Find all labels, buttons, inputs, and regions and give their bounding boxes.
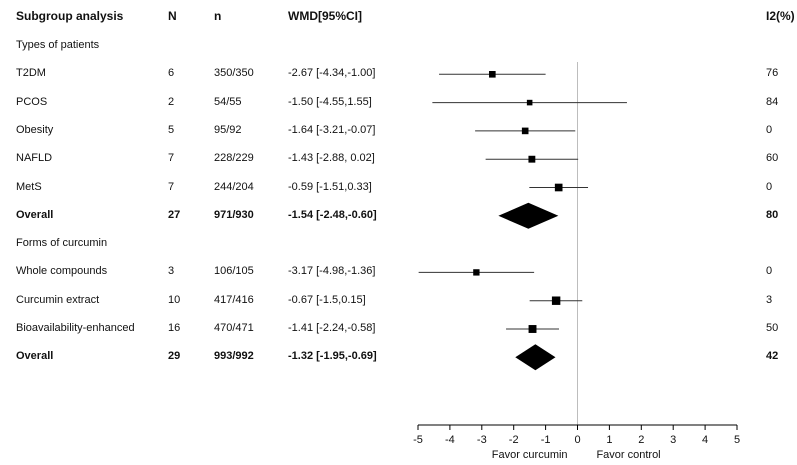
row-N: 10 — [168, 293, 181, 306]
point-estimate — [554, 183, 563, 192]
header-wmd: WMD[95%CI] — [288, 9, 362, 23]
row-label: Obesity — [16, 123, 54, 136]
row-label: Whole compounds — [16, 265, 108, 278]
favor-right-label: Favor control — [596, 449, 660, 461]
row-n: 95/92 — [214, 123, 242, 136]
header-n: n — [214, 9, 222, 23]
row-ci: -1.64 [-3.21,-0.07] — [288, 123, 376, 136]
row-n: 470/471 — [214, 322, 254, 334]
x-tick-label: 4 — [702, 434, 708, 446]
row-label: Curcumin extract — [16, 293, 100, 306]
x-tick-label: -4 — [445, 434, 455, 446]
point-estimate — [526, 99, 533, 106]
row-i2: 0 — [766, 180, 773, 193]
header-i2: I2(%) — [766, 9, 795, 23]
row-ci: -1.50 [-4.55,1.55] — [288, 95, 372, 108]
row-i2: 42 — [766, 350, 779, 363]
point-estimate — [551, 296, 561, 305]
row-N: 27 — [168, 208, 181, 221]
row-i2: 50 — [766, 322, 779, 334]
row-n: 993/992 — [214, 350, 254, 363]
row-i2: 60 — [766, 152, 779, 165]
row-n: 417/416 — [214, 293, 254, 306]
row-i2: 84 — [766, 95, 779, 108]
row-N: 2 — [168, 95, 175, 108]
row-ci: -0.59 [-1.51,0.33] — [288, 180, 372, 193]
row-n: 228/229 — [214, 152, 254, 165]
row-ci: -1.43 [-2.88, 0.02] — [288, 152, 375, 165]
x-tick-label: -1 — [541, 434, 551, 446]
row-label: T2DM — [16, 67, 46, 80]
row-n: 350/350 — [214, 67, 254, 80]
x-tick-label: -3 — [477, 434, 487, 446]
x-tick-label: 5 — [734, 434, 740, 446]
point-estimate — [473, 269, 480, 276]
point-estimate — [528, 155, 536, 163]
row-i2: 0 — [766, 123, 773, 136]
row-i2: 0 — [766, 265, 773, 278]
row-label: NAFLD — [16, 152, 53, 165]
row-i2: 3 — [766, 293, 773, 306]
row-i2: 80 — [766, 208, 779, 221]
row-ci: -1.54 [-2.48,-0.60] — [288, 208, 377, 221]
overall-label: Overall — [16, 350, 54, 363]
section-label: Types of patients — [16, 39, 100, 51]
x-tick-label: 1 — [606, 434, 612, 446]
row-N: 3 — [168, 265, 175, 278]
row-N: 29 — [168, 350, 181, 363]
row-N: 7 — [168, 152, 175, 165]
header-N: N — [168, 9, 177, 23]
overall-diamond — [498, 202, 559, 229]
x-tick-label: -2 — [509, 434, 519, 446]
favor-left-label: Favor curcumin — [492, 449, 568, 461]
point-estimate — [528, 325, 537, 333]
row-ci: -1.32 [-1.95,-0.69] — [288, 350, 377, 363]
row-N: 7 — [168, 180, 175, 193]
row-n: 244/204 — [214, 180, 254, 193]
row-ci: -1.41 [-2.24,-0.58] — [288, 322, 376, 334]
row-ci: -2.67 [-4.34,-1.00] — [288, 67, 376, 80]
x-tick-label: 0 — [574, 434, 580, 446]
row-n: 971/930 — [214, 208, 254, 221]
row-N: 5 — [168, 123, 175, 136]
x-tick-label: -5 — [413, 434, 423, 446]
row-N: 6 — [168, 67, 175, 80]
point-estimate — [521, 127, 529, 135]
row-label: MetS — [16, 180, 42, 193]
x-tick-label: 2 — [638, 434, 644, 446]
row-i2: 76 — [766, 67, 779, 80]
point-estimate — [489, 71, 496, 78]
section-label: Forms of curcumin — [16, 237, 108, 250]
x-tick-label: 3 — [670, 434, 676, 446]
row-label: PCOS — [16, 95, 48, 108]
row-ci: -3.17 [-4.98,-1.36] — [288, 265, 376, 278]
overall-diamond — [515, 344, 556, 371]
header-subgroup: Subgroup analysis — [16, 9, 124, 23]
row-n: 54/55 — [214, 95, 242, 108]
row-n: 106/105 — [214, 265, 254, 278]
row-N: 16 — [168, 322, 181, 334]
overall-label: Overall — [16, 208, 54, 221]
row-label: Bioavailability-enhanced — [16, 322, 135, 334]
row-ci: -0.67 [-1.5,0.15] — [288, 293, 366, 306]
